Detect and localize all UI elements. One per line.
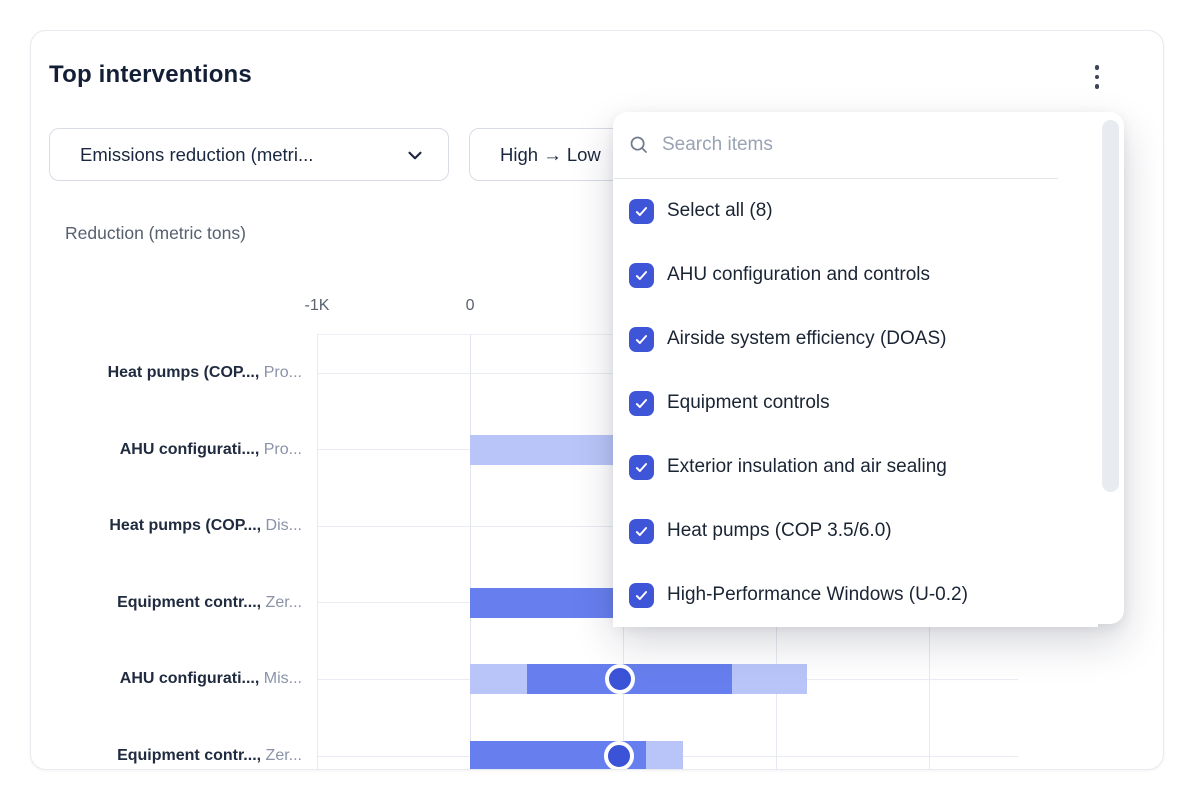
x-tick-label: 0: [465, 297, 475, 314]
category-label: Equipment contr..., Zer...: [117, 593, 302, 611]
dropdown-search-row: [613, 112, 1124, 178]
dropdown-item-label: Select all (8): [667, 200, 773, 221]
dropdown-item-select-all[interactable]: Select all (8): [613, 179, 1098, 243]
checkbox-checked[interactable]: [629, 518, 654, 544]
dropdown-item[interactable]: Heat pumps (COP 3.5/6.0): [613, 499, 1098, 563]
metric-select-button[interactable]: Emissions reduction (metri...: [49, 128, 449, 181]
dropdown-item[interactable]: Equipment controls: [613, 371, 1098, 435]
search-input[interactable]: [662, 134, 1104, 156]
checkbox-checked[interactable]: [629, 326, 654, 352]
dropdown-item-label: High-Performance Windows (U-0.2): [667, 584, 968, 605]
dropdown-item-label: Equipment controls: [667, 392, 830, 413]
divider: [614, 178, 1058, 179]
x-tick-label: -1K: [304, 297, 330, 314]
dropdown-item-label: Airside system efficiency (DOAS): [667, 328, 947, 349]
dropdown-item-label: Heat pumps (COP 3.5/6.0): [667, 520, 892, 541]
scrollbar-thumb[interactable]: [1102, 120, 1119, 492]
checkbox-checked[interactable]: [629, 454, 654, 480]
checkbox-checked[interactable]: [629, 390, 654, 416]
gridline-zero: [470, 334, 472, 769]
median-marker[interactable]: [605, 664, 636, 695]
page-title: Top interventions: [49, 61, 252, 88]
category-label: Heat pumps (COP..., Pro...: [107, 364, 302, 381]
kebab-icon: [1094, 65, 1100, 70]
axis-title: Reduction (metric tons): [65, 223, 246, 243]
checkbox-checked[interactable]: [629, 582, 654, 608]
median-marker[interactable]: [603, 741, 634, 769]
category-label: Equipment contr..., Zer...: [117, 747, 302, 764]
dropdown-item[interactable]: Airside system efficiency (DOAS): [613, 307, 1098, 371]
bar-segment-light[interactable]: [731, 664, 807, 695]
dropdown-item-label: Exterior insulation and air sealing: [667, 456, 947, 477]
top-interventions-card: Top interventions Emissions reduction (m…: [30, 30, 1164, 770]
dropdown-item[interactable]: AHU configuration and controls: [613, 243, 1098, 307]
chevron-down-icon: [404, 144, 426, 166]
dropdown-item[interactable]: Exterior insulation and air sealing: [613, 435, 1098, 499]
bar-segment-light[interactable]: [470, 664, 527, 695]
dropdown-item-list: Select all (8) AHU configuration and cont…: [613, 179, 1098, 627]
category-label: AHU configurati..., Pro...: [119, 440, 302, 458]
dropdown-item[interactable]: High-Performance Windows (U-0.2): [613, 563, 1098, 627]
search-icon: [629, 135, 649, 155]
category-label: AHU configurati..., Mis...: [119, 670, 302, 688]
more-options-button[interactable]: [1079, 57, 1115, 97]
metric-select-value: Emissions reduction (metri...: [80, 143, 314, 165]
dropdown-item-label: AHU configuration and controls: [667, 264, 930, 285]
sort-select-value: High → Low: [500, 143, 601, 165]
bar-segment-light[interactable]: [646, 741, 683, 769]
checkbox-checked[interactable]: [629, 262, 654, 288]
gridline-vertical: [317, 334, 318, 769]
filter-dropdown-panel: Select all (8) AHU configuration and cont…: [613, 112, 1124, 627]
checkbox-checked[interactable]: [629, 198, 654, 224]
category-label: Heat pumps (COP..., Dis...: [109, 517, 302, 535]
